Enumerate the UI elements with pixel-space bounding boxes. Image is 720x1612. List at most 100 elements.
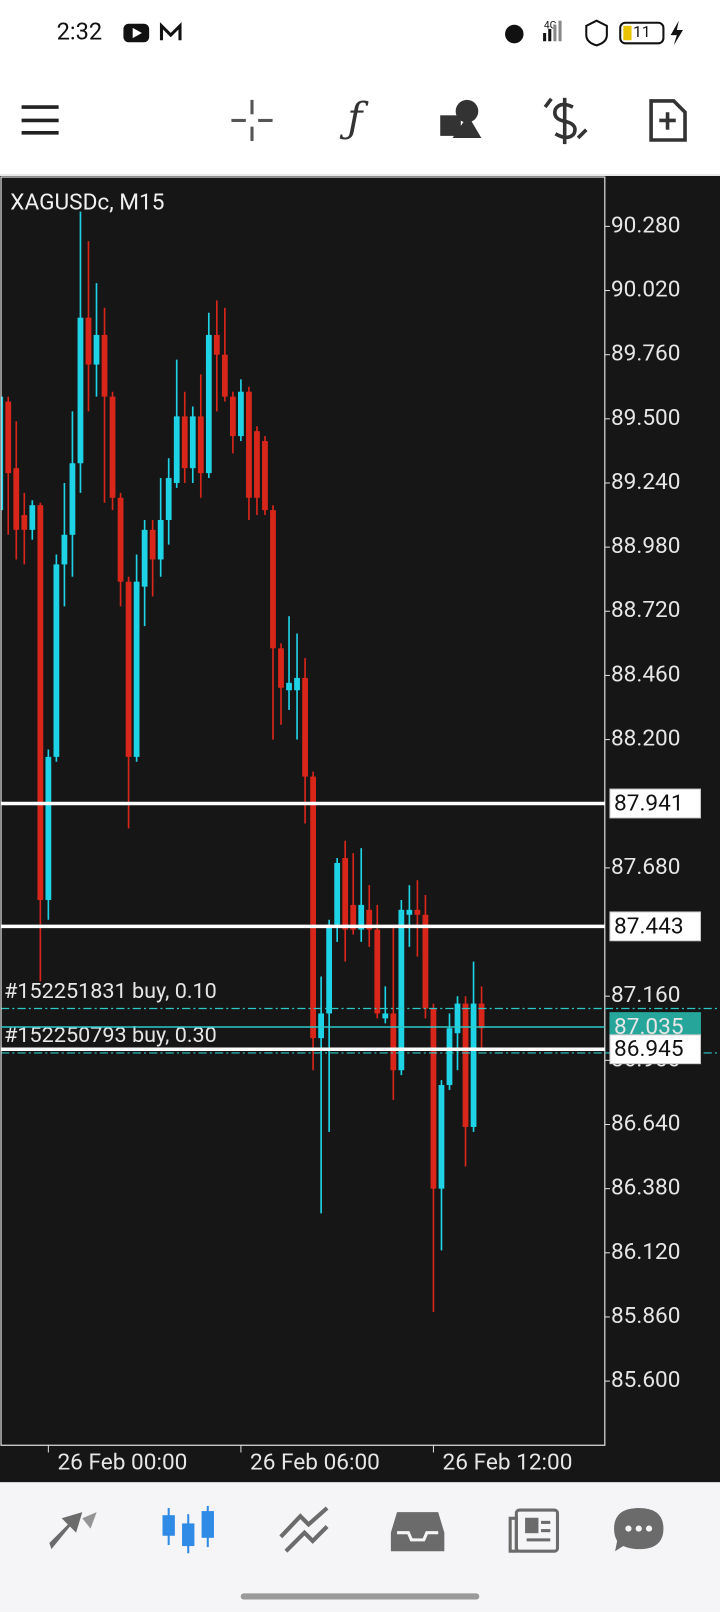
- charging-icon: [670, 20, 683, 46]
- candle-body: [221, 354, 228, 397]
- candle-body: [197, 416, 204, 474]
- candle-body: [398, 909, 405, 1071]
- candle-body: [382, 1013, 389, 1019]
- crosshair-button[interactable]: [231, 99, 273, 142]
- menu-button[interactable]: [21, 105, 59, 135]
- candle-body: [462, 1003, 469, 1127]
- candle-body: [149, 529, 156, 560]
- y-tick-label: 89.240: [611, 468, 681, 495]
- y-tick-label: 86.380: [611, 1174, 681, 1201]
- battery-level: [623, 25, 632, 41]
- candle-body: [294, 677, 300, 691]
- x-tick-label: 26 Feb 12:00: [443, 1449, 573, 1476]
- price-label: 87.443: [614, 912, 684, 939]
- price-label-box: [609, 788, 701, 819]
- candle-body: [278, 648, 284, 688]
- price-label: 87.941: [614, 789, 684, 816]
- gmail-icon: [159, 22, 182, 41]
- battery-percent: 11: [633, 23, 650, 41]
- candle-body: [390, 1013, 397, 1071]
- signal-bar: [553, 24, 557, 42]
- vpn-icon: [585, 19, 608, 47]
- candle-body: [438, 1085, 445, 1189]
- candle-body: [69, 463, 76, 535]
- plot: [1, 211, 605, 1313]
- candle-body: [326, 924, 333, 1014]
- candle-body: [165, 478, 172, 520]
- y-tick-label: 89.760: [611, 340, 681, 367]
- y-tick-label: 88.980: [611, 532, 681, 559]
- y-tick-label: 88.720: [611, 596, 681, 623]
- y-tick-label: 85.600: [611, 1366, 681, 1393]
- candle-body: [125, 581, 132, 757]
- candle-body: [13, 468, 20, 530]
- candle-body: [77, 317, 84, 464]
- chart-tab[interactable]: [162, 1505, 214, 1554]
- indicators-button[interactable]: ƒ: [339, 94, 369, 142]
- candle-body: [37, 505, 44, 900]
- candle-body: [85, 317, 92, 365]
- y-tick-label: 90.020: [611, 275, 681, 302]
- toolbar: ƒ: [21, 94, 687, 145]
- candle-body: [53, 564, 60, 757]
- bottom-nav-icons: [49, 1505, 664, 1600]
- candle-body: [270, 510, 276, 649]
- candle-body: [406, 909, 413, 915]
- candle-body: [414, 909, 421, 915]
- y-tick-label: 88.460: [611, 660, 681, 687]
- chart-background: [0, 176, 720, 1483]
- trade-tab[interactable]: [279, 1506, 329, 1553]
- trade-button[interactable]: [543, 97, 588, 145]
- candle-body: [181, 416, 188, 469]
- news-tab[interactable]: [508, 1508, 560, 1553]
- candle-body: [342, 858, 349, 930]
- home-indicator: [240, 1593, 480, 1600]
- status-bar: 2:32 4G 11: [57, 17, 683, 47]
- candle-body: [205, 334, 212, 474]
- bottom-nav: [0, 1482, 720, 1612]
- candle-body: [254, 431, 260, 498]
- candle-body: [213, 334, 220, 355]
- y-tick-label: 90.280: [611, 211, 681, 238]
- y-tick-label: 86.120: [611, 1238, 681, 1265]
- battery-icon: [619, 21, 665, 45]
- candle-body: [478, 1003, 485, 1029]
- candle-body: [262, 441, 268, 511]
- candle-body: [422, 914, 429, 1009]
- chart-title: XAGUSDc, M15: [10, 189, 164, 216]
- chart: 90.280 90.020 89.760 89.500 89.240 88.980 88.7…: [0, 176, 720, 1476]
- candle-body: [133, 581, 140, 757]
- candle-body: [350, 904, 357, 930]
- candle-body: [430, 1008, 437, 1189]
- candle-body: [334, 862, 341, 925]
- candle-body: [446, 1028, 453, 1086]
- signal-bar: [548, 28, 552, 42]
- chats-tab[interactable]: [614, 1508, 664, 1552]
- candle-body: [101, 334, 108, 397]
- candle-body: [157, 519, 164, 560]
- objects-button[interactable]: [440, 99, 482, 138]
- candle-body: [246, 391, 252, 498]
- candle-body: [366, 909, 373, 930]
- candle-body: [318, 1013, 325, 1039]
- new-order-button[interactable]: [649, 99, 687, 142]
- y-tick-label: 85.860: [611, 1302, 681, 1329]
- candle-body: [374, 929, 381, 1014]
- candle-body: [173, 416, 180, 483]
- y-tick-label: 89.500: [611, 404, 681, 431]
- axes: 90.280 90.020 89.760 89.500 89.240 88.980 88.7…: [1, 211, 720, 1476]
- candle-body: [238, 391, 244, 437]
- candle-body: [229, 396, 236, 437]
- alarm-icon: [505, 24, 524, 44]
- history-tab[interactable]: [390, 1512, 445, 1552]
- quotes-tab[interactable]: [49, 1512, 97, 1550]
- x-tick-label: 26 Feb 06:00: [250, 1449, 380, 1476]
- youtube-play: [132, 27, 142, 39]
- y-tick-label: 87.160: [611, 981, 681, 1008]
- candle-body: [45, 756, 52, 900]
- candle-body: [21, 515, 28, 530]
- price-label-box: [609, 1034, 701, 1065]
- price-label: 86.945: [614, 1035, 684, 1062]
